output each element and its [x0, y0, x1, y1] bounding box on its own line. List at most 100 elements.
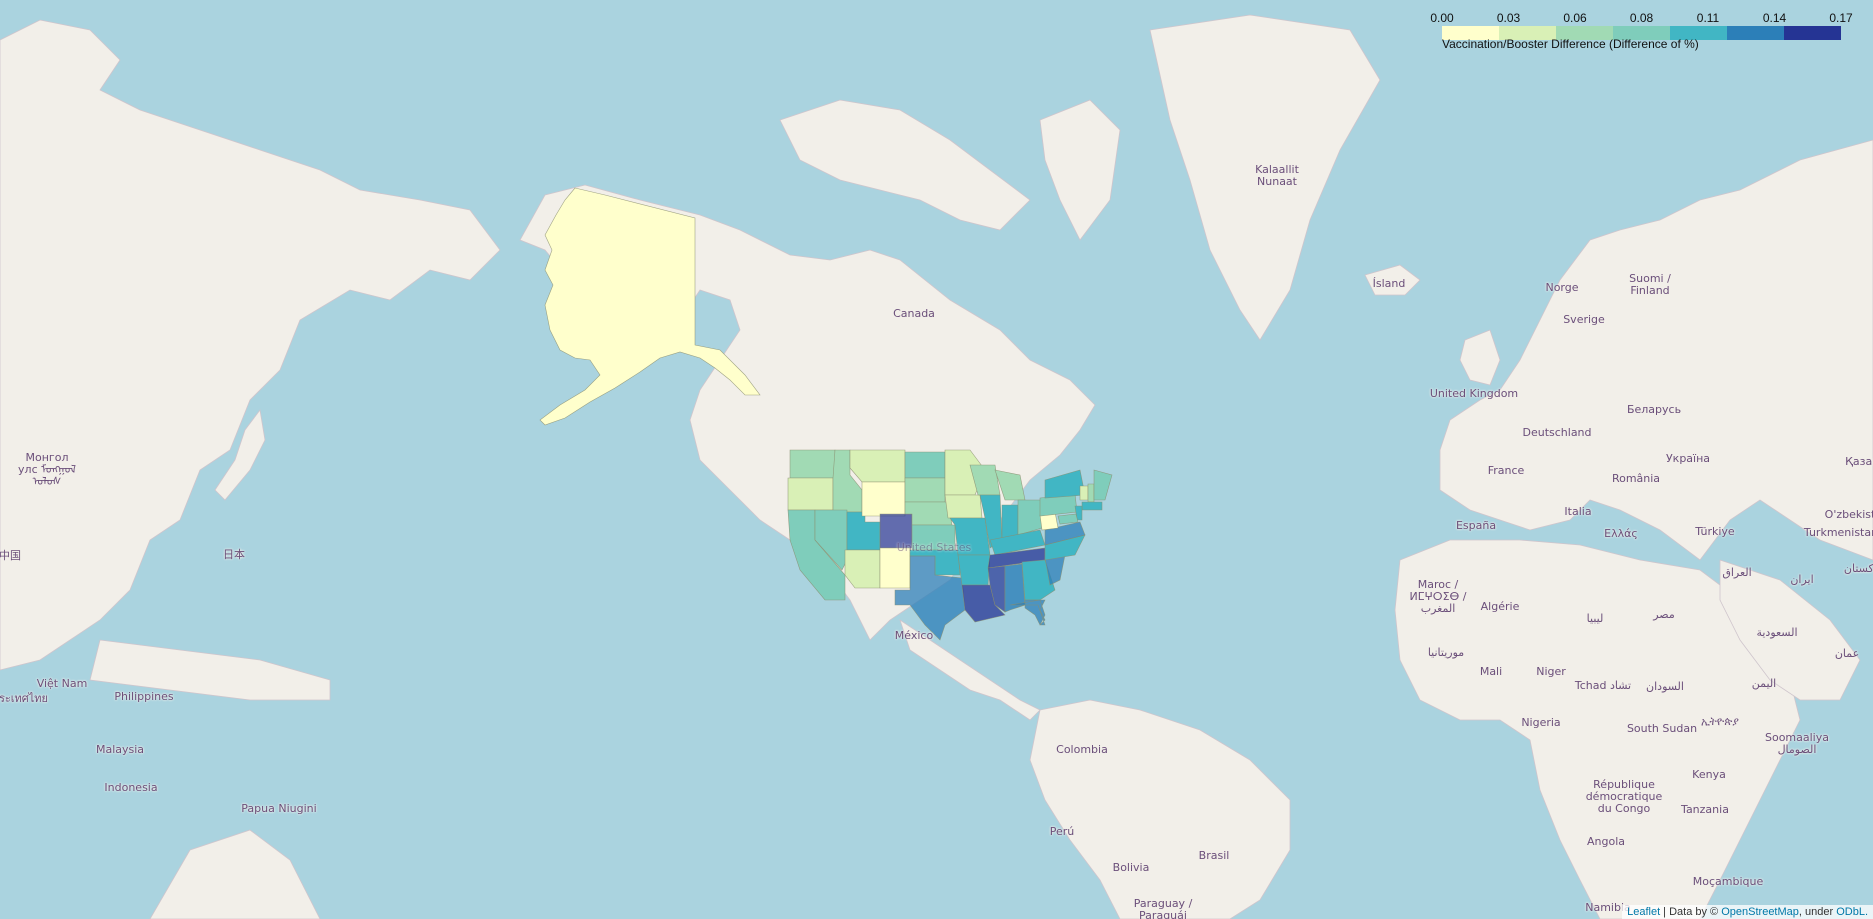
label-uk: United Kingdom	[1429, 387, 1519, 400]
label-misr: مصر	[1653, 608, 1675, 621]
state-texas[interactable]	[894, 555, 966, 641]
us-states-choropleth	[539, 187, 1113, 641]
label-turkiye: Türkiye	[1695, 525, 1735, 538]
label-vietnam: Việt Nam	[36, 677, 88, 690]
landmass-africa	[1394, 539, 1801, 919]
label-usa: United States	[896, 541, 972, 554]
label-colombia: Colombia	[1056, 743, 1108, 756]
label-island: Ísland	[1372, 277, 1406, 290]
label-thailand: ประเทศไทย	[0, 692, 49, 705]
state-nevada[interactable]	[814, 509, 848, 571]
label-kalaallit: Kalaallit Nunaat	[1255, 163, 1299, 188]
legend-swatch	[1442, 26, 1499, 40]
label-bolivia: Bolivia	[1112, 861, 1150, 874]
state-iowa[interactable]	[944, 494, 983, 519]
label-kazakh: Қазақ	[1845, 455, 1873, 468]
legend-tick-label: 0.03	[1496, 11, 1521, 25]
label-mali: Mali	[1479, 665, 1503, 678]
label-rdc: République démocratique du Congo	[1585, 778, 1663, 815]
legend-swatch	[1613, 26, 1670, 40]
attribution-sep: | Data by ©	[1660, 906, 1722, 918]
label-sudan: السودان	[1646, 680, 1684, 693]
landmass-arabia	[1719, 559, 1861, 701]
label-mauritania: موريتانيا	[1427, 646, 1465, 659]
landmass-greenland	[1149, 14, 1381, 341]
label-france: France	[1487, 464, 1525, 477]
landmass-iceland	[1364, 264, 1421, 296]
label-saudi: السعودية	[1756, 626, 1798, 639]
label-angola: Angola	[1586, 835, 1626, 848]
label-namibia: Namibia	[1585, 901, 1631, 914]
state-nebraska[interactable]	[904, 501, 953, 526]
state-washington[interactable]	[789, 449, 836, 479]
label-japan: 日本	[223, 548, 245, 561]
state-arkansas[interactable]	[957, 554, 991, 586]
label-turkmen: Turkmenistan	[1803, 526, 1873, 539]
legend-tick-label: 0.14	[1762, 11, 1787, 25]
color-legend: 0.00 0.03 0.06 0.08 0.11 0.14 0.17 Vaccination…	[1430, 8, 1853, 51]
state-oregon[interactable]	[787, 477, 834, 511]
state-wyoming[interactable]	[861, 481, 906, 517]
state-new-york[interactable]	[1044, 469, 1086, 499]
label-png: Papua Niugini	[241, 802, 317, 815]
landmass-central-america	[899, 619, 1041, 721]
state-alabama[interactable]	[1004, 563, 1026, 613]
osm-link[interactable]: OpenStreetMap	[1721, 906, 1799, 918]
label-belarus: Беларусь	[1626, 403, 1682, 416]
odbl-link[interactable]: ODbL.	[1836, 906, 1868, 918]
label-china: 中国	[0, 549, 21, 562]
label-niger: Niger	[1536, 665, 1566, 678]
attribution-under: , under	[1798, 906, 1837, 918]
state-montana[interactable]	[849, 449, 906, 483]
label-romania: România	[1611, 472, 1661, 485]
legend-swatch	[1499, 26, 1556, 40]
label-kenya: Kenya	[1692, 768, 1726, 781]
leaflet-link[interactable]: Leaflet	[1627, 906, 1661, 918]
label-paraguay: Paraguay / Paraguái	[1133, 897, 1193, 919]
state-maine[interactable]	[1093, 469, 1113, 501]
state-new-mexico[interactable]	[879, 547, 911, 589]
state-georgia[interactable]	[1021, 559, 1056, 601]
label-iraq: العراق	[1722, 566, 1752, 579]
landmass-baffin	[1039, 99, 1121, 241]
state-south-dakota[interactable]	[904, 477, 946, 503]
landmass-arctic-islands	[779, 99, 1031, 231]
legend-caption: Vaccination/Booster Difference (Differen…	[1442, 37, 1699, 51]
state-new-hampshire[interactable]	[1087, 483, 1095, 503]
legend-swatch	[1556, 26, 1613, 40]
legend-tick-label: 0.06	[1563, 11, 1587, 25]
state-arizona[interactable]	[844, 549, 881, 589]
state-massachusetts[interactable]	[1081, 501, 1103, 511]
label-indonesia: Indonesia	[104, 781, 158, 794]
label-deutschland: Deutschland	[1522, 426, 1592, 439]
state-maryland[interactable]	[1057, 513, 1079, 525]
landmass-south-america	[1029, 699, 1291, 919]
label-algerie: Algérie	[1480, 600, 1520, 613]
label-somalia: Soomaaliya الصومال	[1764, 731, 1829, 756]
state-florida[interactable]	[1009, 599, 1046, 626]
state-alaska[interactable]	[539, 187, 761, 426]
legend-tick-label: 0.00	[1430, 11, 1454, 25]
legend-tick-label: 0.11	[1696, 11, 1720, 25]
legend-tick-label: 0.17	[1829, 11, 1853, 25]
legend-swatch	[1784, 26, 1841, 40]
state-mississippi[interactable]	[987, 565, 1006, 613]
label-espana: España	[1455, 519, 1497, 532]
label-yemen: اليمن	[1751, 677, 1777, 690]
state-north-dakota[interactable]	[904, 451, 946, 479]
state-ohio[interactable]	[1017, 499, 1043, 536]
legend-color-bar	[1442, 26, 1841, 40]
landmass-se-asia-islands	[89, 639, 331, 701]
label-nigeria: Nigeria	[1521, 716, 1561, 729]
landmass-australia	[149, 829, 321, 919]
label-malaysia: Malaysia	[95, 743, 145, 756]
legend-swatch	[1670, 26, 1727, 40]
state-vermont[interactable]	[1079, 485, 1089, 501]
map-attribution: Leaflet | Data by © OpenStreetMap, under…	[1622, 905, 1873, 919]
landmass-uk	[1459, 329, 1501, 386]
label-norge: Norge	[1545, 281, 1579, 294]
label-pakistan: پاکستان	[1843, 562, 1873, 575]
label-ellas: Ελλάς	[1604, 527, 1638, 540]
legend-swatch	[1727, 26, 1784, 40]
